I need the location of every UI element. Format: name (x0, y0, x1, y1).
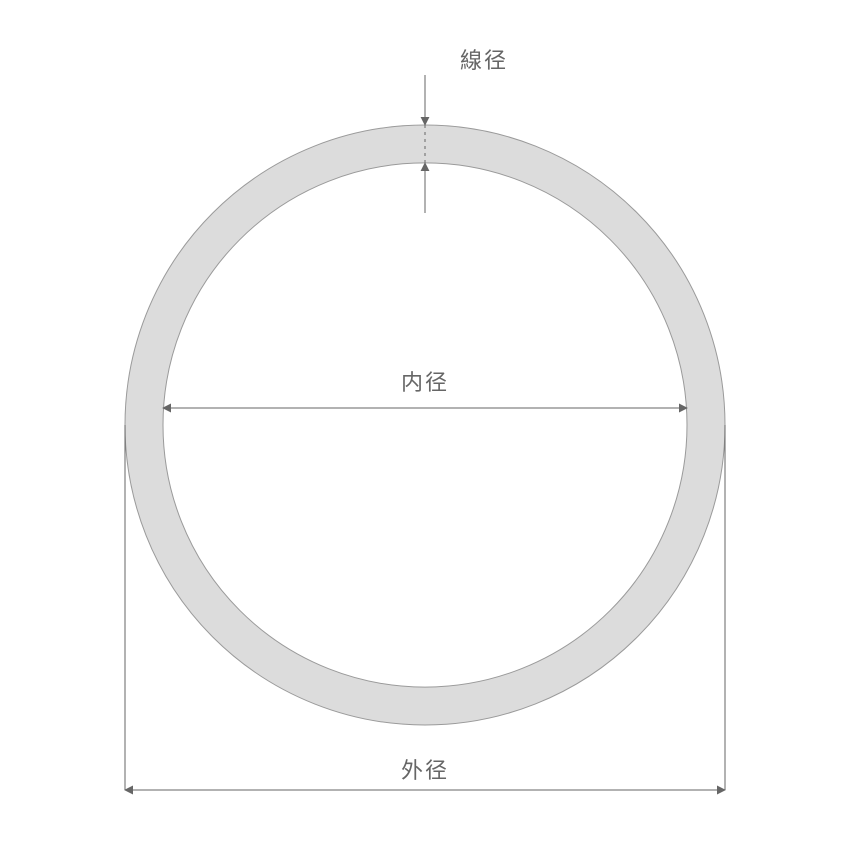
wire-diameter-label: 線径 (460, 48, 508, 73)
ring-diagram: 外径 内径 線径 (0, 0, 850, 850)
outer-diameter-label: 外径 (401, 758, 449, 783)
inner-diameter-label: 内径 (401, 370, 449, 395)
ring-annulus (125, 125, 725, 725)
